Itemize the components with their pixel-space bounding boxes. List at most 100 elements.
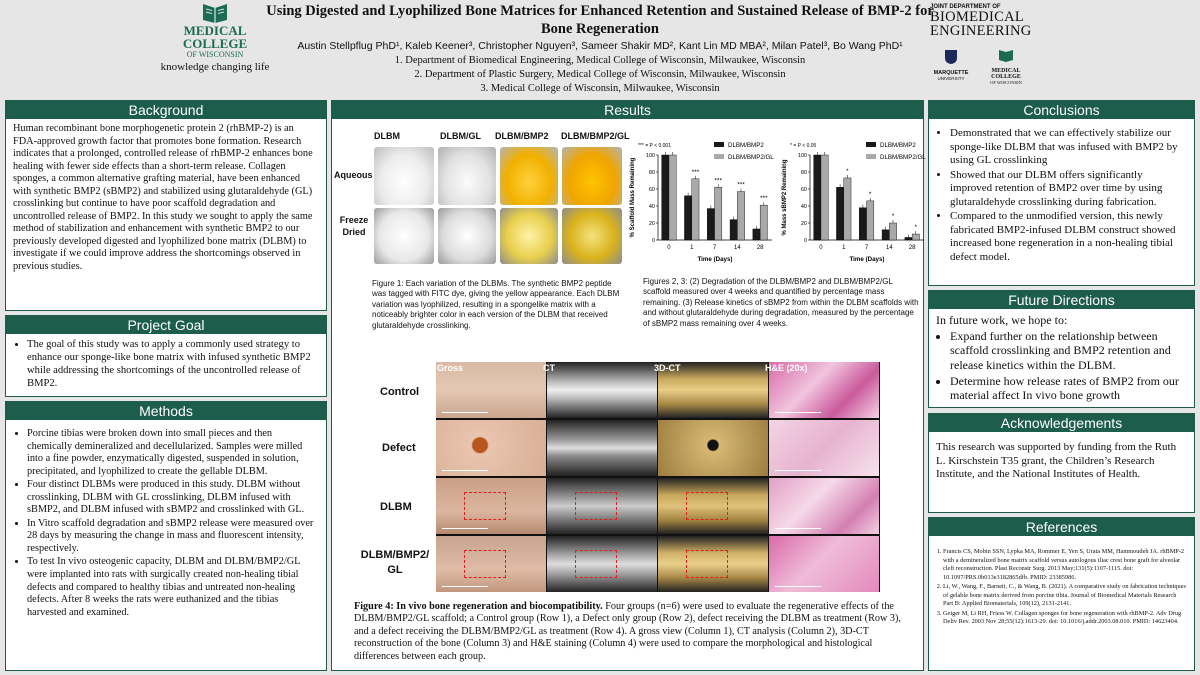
acknowledgements-heading: Acknowledgements bbox=[929, 414, 1194, 432]
figure-2-chart: *** = P < 0.001 DLBM/BMP2 DLBM/BMP2/GL 0 20 4… bbox=[630, 142, 774, 263]
fig4-he-dlbm-image bbox=[769, 478, 879, 534]
x-tick-label: 28 bbox=[909, 245, 916, 251]
fig4-gross-dlbm-image bbox=[436, 478, 546, 534]
methods-item: Four distinct DLBMs were produced in thi… bbox=[27, 479, 319, 517]
fig4-ct-dlbm-image bbox=[547, 478, 657, 534]
bar-dlbm-bmp2 bbox=[661, 154, 670, 241]
fig4-scale-bar bbox=[442, 528, 488, 529]
bar-dlbm-bmp2 bbox=[707, 208, 715, 241]
mcw-crest-icon bbox=[203, 4, 227, 23]
x-tick-label: 1 bbox=[690, 245, 694, 251]
fig4-col-label: CT bbox=[543, 363, 555, 373]
y-tick-label: 80 bbox=[801, 170, 807, 176]
poster-title: Using Digested and Lyophilized Bone Matr… bbox=[266, 3, 934, 37]
y-tick-label: 60 bbox=[649, 187, 655, 193]
x-tick-label: 7 bbox=[713, 245, 717, 251]
significance-marker: *** bbox=[714, 177, 722, 184]
mcw-small-text: OF WISCONSIN bbox=[990, 80, 1022, 85]
mcw-small-text: MEDICAL bbox=[991, 68, 1021, 74]
fig1-photo-dried-dlbm-gl bbox=[438, 208, 496, 264]
x-tick-label: 0 bbox=[819, 245, 823, 251]
mcw-small-text: COLLEGE bbox=[991, 74, 1021, 80]
significance-note: * = P < 0.05 bbox=[790, 143, 817, 149]
y-tick-label: 40 bbox=[801, 204, 807, 210]
fig1-photo-aqueous-dlbm bbox=[374, 147, 434, 205]
future-directions-heading: Future Directions bbox=[929, 291, 1194, 309]
fig1-col-label: DLBM/BMP2 bbox=[495, 131, 549, 141]
fig4-col-label: H&E (20x) bbox=[765, 363, 808, 373]
mcw-tagline: knowledge changing life bbox=[160, 61, 270, 73]
legend-swatch bbox=[714, 142, 724, 147]
methods-heading: Methods bbox=[6, 402, 326, 420]
significance-note: *** = P < 0.001 bbox=[638, 143, 671, 149]
fig4-col-label: 3D-CT bbox=[654, 363, 681, 373]
legend-label: DLBM/BMP2/GL bbox=[880, 154, 926, 161]
fig4-ct-dlbm-bmp2-gl-image bbox=[547, 536, 657, 592]
acknowledgements-panel: Acknowledgements This research was suppo… bbox=[928, 413, 1195, 513]
significance-marker: * bbox=[846, 168, 849, 175]
legend-swatch bbox=[714, 154, 724, 159]
bar-dlbm-bmp2-gl bbox=[668, 154, 677, 241]
x-tick-label: 7 bbox=[865, 245, 869, 251]
x-tick-label: 1 bbox=[842, 245, 846, 251]
figure-4-caption-title: Figure 4: In vivo bone regeneration and … bbox=[354, 601, 603, 612]
fig4-roi-box bbox=[686, 492, 728, 520]
fig4-3d-ct-control-image bbox=[658, 362, 768, 418]
mcw-logo-text: OF WISCONSIN bbox=[186, 50, 244, 59]
conclusions-item: Compared to the unmodified version, this… bbox=[950, 210, 1187, 264]
fig4-roi-box bbox=[464, 492, 506, 520]
background-heading: Background bbox=[6, 101, 326, 119]
legend-swatch bbox=[866, 154, 876, 159]
fig4-he-dlbm-bmp2-gl-image bbox=[769, 536, 879, 592]
affiliation-2: 2. Department of Plastic Surgery, Medica… bbox=[414, 69, 786, 80]
fig1-photo-aqueous-dlbm-gl bbox=[438, 147, 496, 205]
fig1-photo-aqueous-dlbm-bmp2 bbox=[500, 147, 558, 205]
figure-2-3-caption: Figures 2, 3: (2) Degradation of the DLB… bbox=[643, 277, 919, 328]
background-text: Human recombinant bone morphogenetic pro… bbox=[13, 123, 313, 273]
bme-logo-big: ENGINEERING bbox=[930, 23, 1032, 39]
fig4-gross-dlbm-bmp2-gl-image bbox=[436, 536, 546, 592]
x-axis-label: Time (Days) bbox=[850, 256, 885, 263]
y-tick-label: 0 bbox=[804, 238, 807, 244]
project-goal-item: The goal of this study was to apply a co… bbox=[27, 338, 319, 390]
marquette-shield-icon bbox=[945, 50, 957, 64]
fig4-roi-box bbox=[575, 492, 617, 520]
figure-4-caption: Figure 4: In vivo bone regeneration and … bbox=[354, 601, 914, 663]
fig1-row-label: Freeze Dried bbox=[339, 215, 369, 237]
reference-item: Francis CS, Mobin SSN, Lypka MA, Rommer … bbox=[943, 548, 1188, 582]
future-item: Determine how release rates of BMP2 from… bbox=[950, 374, 1187, 403]
affiliation-3: 3. Medical College of Wisconsin, Milwauk… bbox=[480, 83, 720, 94]
fig4-col-label: Gross bbox=[437, 363, 464, 373]
significance-marker: * bbox=[915, 224, 918, 231]
legend-label: DLBM/BMP2 bbox=[880, 142, 916, 149]
bar-dlbm-bmp2-gl bbox=[843, 177, 852, 241]
future-item: Expand further on the relationship betwe… bbox=[950, 329, 1187, 373]
fig4-row-label: DLBM/BMP2/ GL bbox=[360, 549, 430, 576]
bar-dlbm-bmp2-gl bbox=[911, 233, 920, 241]
reference-item: Li, W., Wang, F., Barnett, C., & Wang, B… bbox=[943, 583, 1188, 609]
bar-dlbm-bmp2-gl bbox=[691, 178, 700, 241]
y-tick-label: 0 bbox=[652, 238, 655, 244]
y-tick-label: 80 bbox=[649, 170, 655, 176]
fig4-3d-ct-dlbm-bmp2-gl-image bbox=[658, 536, 768, 592]
fig4-scale-bar bbox=[775, 412, 821, 413]
figure-1-caption: Figure 1: Each variation of the DLBMs. T… bbox=[372, 279, 620, 330]
fig4-row-label: Control bbox=[380, 386, 420, 398]
bar-dlbm-bmp2 bbox=[752, 228, 761, 241]
mcw-crest-small-icon bbox=[999, 50, 1013, 62]
conclusions-heading: Conclusions bbox=[929, 101, 1194, 119]
legend-swatch bbox=[866, 142, 876, 147]
x-axis-label: Time (Days) bbox=[698, 256, 733, 263]
bar-dlbm-bmp2 bbox=[729, 219, 738, 241]
marquette-text: UNIVERSITY bbox=[937, 76, 965, 81]
figure-3-chart: * = P < 0.05 DLBM/BMP2 DLBM/BMP2/GL 0 20 40 60… bbox=[782, 142, 926, 263]
bar-dlbm-bmp2-gl bbox=[866, 200, 875, 241]
fig1-photo-dried-dlbm bbox=[374, 208, 434, 264]
references-panel: References Francis CS, Mobin SSN, Lypka … bbox=[928, 517, 1195, 671]
methods-item: Porcine tibias were broken down into sma… bbox=[27, 428, 319, 478]
project-goal-heading: Project Goal bbox=[6, 316, 326, 334]
significance-marker: *** bbox=[760, 195, 768, 202]
project-goal-panel: Project Goal The goal of this study was … bbox=[5, 315, 327, 397]
mcw-logo: MEDICAL COLLEGE OF WISCONSIN knowledge c… bbox=[150, 2, 280, 80]
fig4-scale-bar bbox=[442, 586, 488, 587]
